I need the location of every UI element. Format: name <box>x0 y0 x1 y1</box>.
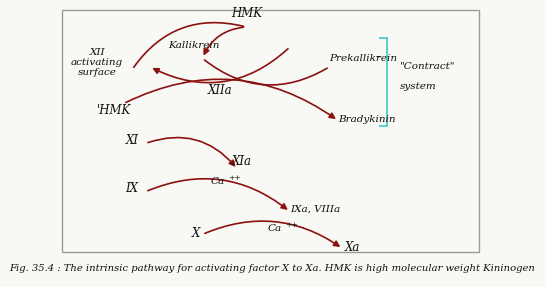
Text: XIa: XIa <box>232 155 252 168</box>
Text: system: system <box>399 82 437 91</box>
Text: HMK: HMK <box>231 7 262 20</box>
Text: Fig. 35.4 : The intrinsic pathway for activating factor X to Xa. HMK is high mol: Fig. 35.4 : The intrinsic pathway for ac… <box>10 264 535 273</box>
Text: X: X <box>191 226 200 240</box>
Text: XII
activating
surface: XII activating surface <box>71 48 123 77</box>
Text: "Contract": "Contract" <box>399 62 455 71</box>
Text: Ca: Ca <box>268 224 282 233</box>
Text: 'HMK: 'HMK <box>97 104 131 117</box>
Text: XI: XI <box>125 134 138 147</box>
Text: XIIa: XIIa <box>208 84 232 97</box>
Text: IX: IX <box>125 183 138 195</box>
Text: ++: ++ <box>285 221 298 229</box>
Text: Ca: Ca <box>210 177 225 186</box>
Text: Bradykinin: Bradykinin <box>338 115 396 124</box>
Text: Xa: Xa <box>345 241 360 254</box>
Text: IXa, VIIIa: IXa, VIIIa <box>290 204 340 213</box>
Text: ++: ++ <box>228 174 240 182</box>
Text: Kallikrein: Kallikrein <box>168 41 219 50</box>
Text: -: - <box>376 51 380 65</box>
Text: Prekallikrein: Prekallikrein <box>330 54 397 63</box>
